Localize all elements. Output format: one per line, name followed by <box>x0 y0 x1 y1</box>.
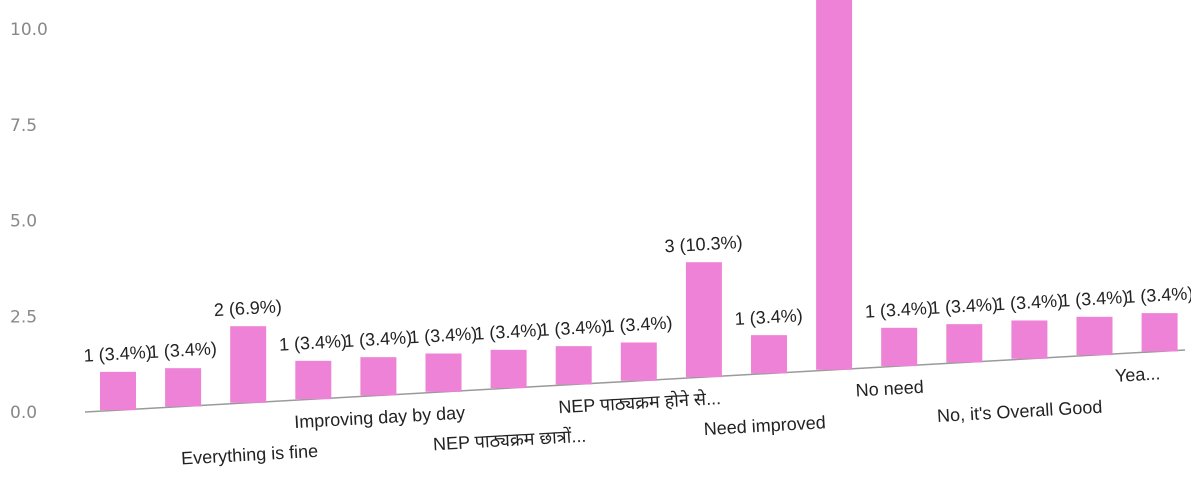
bar <box>360 357 397 396</box>
data-labels: 1 (3.4%)1 (3.4%)2 (6.9%)1 (3.4%)1 (3.4%)… <box>83 232 1191 366</box>
data-label: 1 (3.4%) <box>278 331 347 355</box>
y-tick-label: 10.0 <box>10 20 48 40</box>
data-label: 1 (3.4%) <box>148 338 217 362</box>
bar <box>1011 320 1048 359</box>
bar <box>685 262 722 378</box>
data-label: 1 (3.4%) <box>1060 287 1129 311</box>
data-label: 1 (3.4%) <box>474 320 543 344</box>
x-category-label: NEP पाठ्यक्रम होने से... <box>558 387 722 417</box>
bar <box>946 324 983 363</box>
data-label: 1 (3.4%) <box>1125 283 1191 307</box>
data-label: 1 (3.4%) <box>409 324 478 348</box>
data-label: 1 (3.4%) <box>995 291 1064 315</box>
data-label: 1 (3.4%) <box>864 298 933 322</box>
bar <box>555 346 592 385</box>
data-label: 1 (3.4%) <box>83 342 152 366</box>
y-tick-label: 7.5 <box>10 116 37 136</box>
bars <box>100 0 1178 411</box>
x-category-label: Yea... <box>1114 363 1160 386</box>
x-category-label: Improving day by day <box>294 403 466 433</box>
x-axis-line <box>84 349 1186 413</box>
y-tick-label: 0.0 <box>10 403 37 423</box>
y-tick-label: 5.0 <box>10 212 37 232</box>
bar <box>751 335 787 374</box>
bar <box>295 360 332 400</box>
data-label: 2 (6.9%) <box>213 296 282 320</box>
bar <box>1076 316 1113 356</box>
y-axis: 0.0 2.5 5.0 7.5 10.0 <box>10 20 48 423</box>
bar <box>425 353 462 392</box>
x-category-label: Everything is fine <box>181 441 319 469</box>
bar <box>490 349 527 389</box>
data-label: 1 (3.4%) <box>929 294 998 318</box>
data-label: 1 (3.4%) <box>344 327 413 351</box>
data-label: 1 (3.4%) <box>604 313 673 337</box>
bar <box>816 0 853 370</box>
y-tick-label: 2.5 <box>10 307 37 327</box>
data-label: 1 (3.4%) <box>539 316 608 340</box>
bar <box>620 342 657 381</box>
data-label: 1 (3.4%) <box>734 305 803 329</box>
data-label: 3 (10.3%) <box>664 232 743 256</box>
bar <box>100 371 136 411</box>
x-category-label: No need <box>855 377 924 401</box>
bar <box>165 368 202 407</box>
x-category-label: No, it's Overall Good <box>936 397 1102 426</box>
x-category-label: Need improved <box>703 412 826 439</box>
bar <box>230 326 267 403</box>
x-category-label: NEP पाठ्यक्रम छात्रों... <box>432 425 586 455</box>
bar <box>881 327 918 367</box>
bar <box>1141 313 1178 352</box>
